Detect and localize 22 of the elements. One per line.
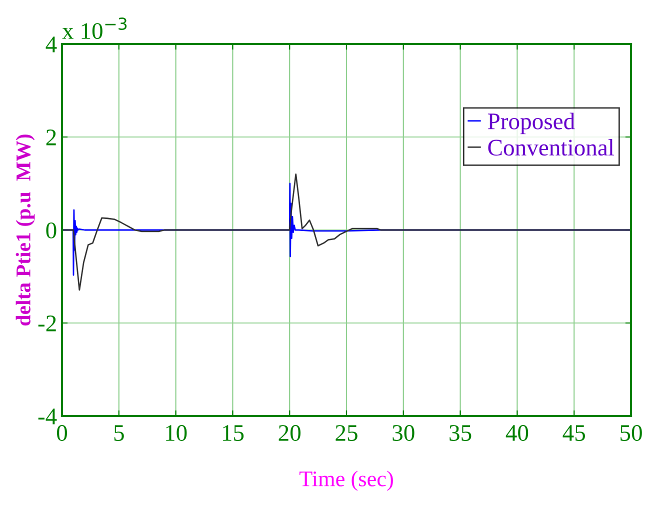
y-tick-label: 0: [46, 222, 56, 238]
x-tick-label: 45: [562, 425, 585, 441]
x-tick-label: 50: [620, 425, 642, 441]
text: x 10$^{−3}$: [62, 17, 127, 40]
y-tick-label: -4: [38, 408, 57, 424]
x-tick-label: 5: [114, 425, 124, 441]
x-tick-label: 35: [450, 425, 472, 441]
line-series: [62, 174, 631, 291]
y-tick-label: -2: [38, 316, 56, 332]
x-tick-label: 0: [56, 425, 68, 441]
y-tick-label: 4: [46, 36, 57, 52]
x-tick-label: 15: [222, 425, 244, 441]
x-tick-label: 10: [166, 425, 187, 441]
legend-label: Conventional: [488, 139, 614, 156]
legend-label: Proposed: [488, 112, 575, 134]
y-axis-title: delta Ptie1 (p.u MW): [16, 134, 35, 326]
x-tick-label: 40: [506, 425, 528, 441]
x-tick-label: 20: [278, 425, 301, 441]
x-tick-label: 30: [392, 425, 414, 441]
x-axis-title: Time (sec): [299, 470, 393, 491]
y-tick-label: 2: [46, 130, 56, 146]
x-tick-label: 25: [336, 425, 358, 441]
